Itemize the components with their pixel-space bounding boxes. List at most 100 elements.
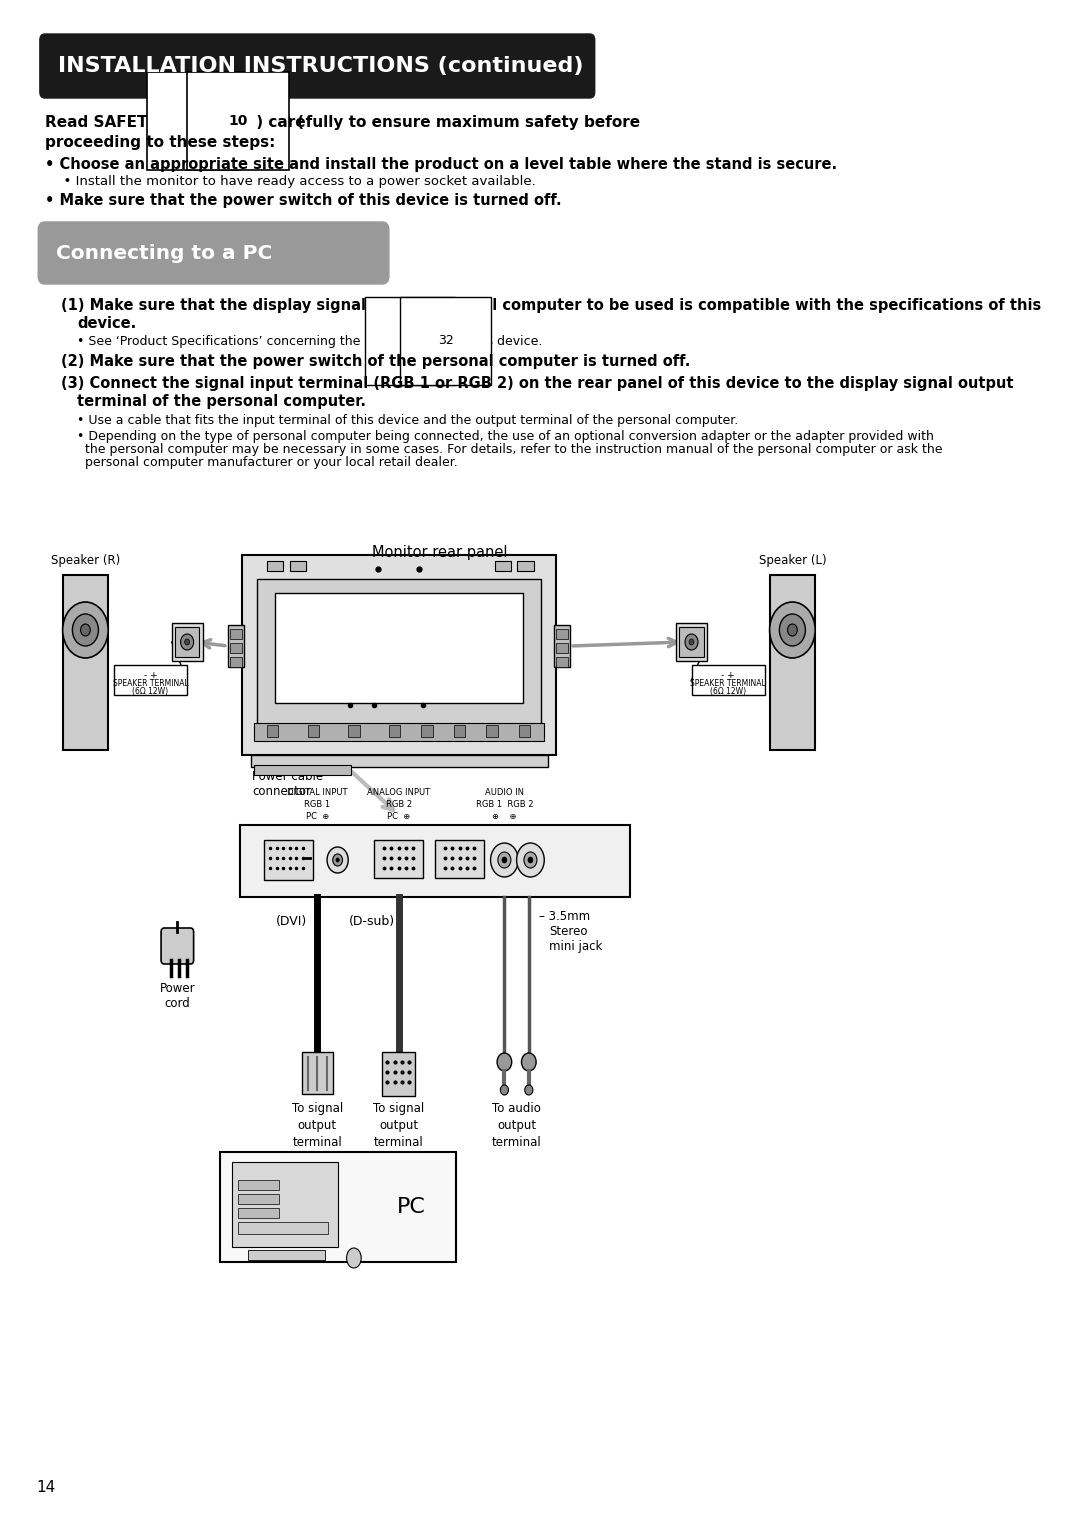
FancyBboxPatch shape <box>421 724 433 736</box>
Circle shape <box>63 602 108 659</box>
FancyBboxPatch shape <box>275 593 523 703</box>
Text: Speaker (L): Speaker (L) <box>758 555 826 567</box>
FancyBboxPatch shape <box>691 665 765 695</box>
Text: (2) Make sure that the power switch of the personal computer is turned off.: (2) Make sure that the power switch of t… <box>60 354 690 368</box>
Text: • Choose an appropriate site and install the product on a level table where the : • Choose an appropriate site and install… <box>44 157 837 173</box>
Circle shape <box>525 1085 532 1096</box>
Text: • Make sure that the power switch of this device is turned off.: • Make sure that the power switch of thi… <box>44 193 562 208</box>
Circle shape <box>498 853 511 868</box>
Text: To signal
output
terminal: To signal output terminal <box>373 1102 424 1149</box>
FancyBboxPatch shape <box>676 623 707 662</box>
FancyBboxPatch shape <box>230 643 242 652</box>
FancyBboxPatch shape <box>175 626 200 657</box>
FancyBboxPatch shape <box>239 1222 328 1235</box>
FancyBboxPatch shape <box>251 755 548 767</box>
FancyBboxPatch shape <box>248 1250 325 1261</box>
Circle shape <box>497 1053 512 1071</box>
FancyBboxPatch shape <box>230 657 242 668</box>
FancyBboxPatch shape <box>219 1152 456 1262</box>
FancyBboxPatch shape <box>495 561 511 571</box>
FancyBboxPatch shape <box>389 724 401 736</box>
Text: ANALOG INPUT
RGB 2
PC  ⊕: ANALOG INPUT RGB 2 PC ⊕ <box>367 788 430 821</box>
Text: AUDIO IN
RGB 1  RGB 2
⊕    ⊕: AUDIO IN RGB 1 RGB 2 ⊕ ⊕ <box>475 788 534 821</box>
FancyBboxPatch shape <box>161 927 193 964</box>
Circle shape <box>500 1085 509 1096</box>
FancyBboxPatch shape <box>267 724 279 736</box>
FancyBboxPatch shape <box>454 724 465 736</box>
Text: 30: 30 <box>402 335 418 347</box>
Circle shape <box>81 623 91 636</box>
FancyBboxPatch shape <box>556 643 568 652</box>
FancyBboxPatch shape <box>239 1180 279 1190</box>
Circle shape <box>72 614 98 646</box>
Text: • See ‘Product Specifications’ concerning the specifications of this device.: • See ‘Product Specifications’ concernin… <box>78 335 542 348</box>
FancyBboxPatch shape <box>348 724 360 736</box>
Circle shape <box>333 854 342 866</box>
Circle shape <box>327 847 348 872</box>
FancyBboxPatch shape <box>517 561 534 571</box>
FancyBboxPatch shape <box>556 630 568 639</box>
FancyBboxPatch shape <box>230 630 242 639</box>
FancyBboxPatch shape <box>556 657 568 668</box>
Text: • Use a cable that fits the input terminal of this device and the output termina: • Use a cable that fits the input termin… <box>78 414 739 426</box>
Text: Power
cord: Power cord <box>160 983 195 1010</box>
Circle shape <box>770 602 815 659</box>
FancyBboxPatch shape <box>240 825 631 897</box>
Text: Stereo
mini jack: Stereo mini jack <box>549 924 603 953</box>
Text: • Install the monitor to have ready access to a power socket available.: • Install the monitor to have ready acce… <box>54 176 536 188</box>
Text: PC: PC <box>396 1196 426 1216</box>
FancyBboxPatch shape <box>265 840 313 880</box>
Circle shape <box>490 843 518 877</box>
FancyBboxPatch shape <box>519 724 530 736</box>
FancyBboxPatch shape <box>228 625 244 668</box>
Text: 32: 32 <box>437 335 454 347</box>
Text: Speaker (R): Speaker (R) <box>51 555 120 567</box>
Text: 6: 6 <box>189 115 199 128</box>
FancyBboxPatch shape <box>486 724 498 736</box>
Text: (3) Connect the signal input terminal (RGB 1 or RGB 2) on the rear panel of this: (3) Connect the signal input terminal (R… <box>60 376 1013 391</box>
Text: ) carefully to ensure maximum safety before: ) carefully to ensure maximum safety bef… <box>251 115 640 130</box>
Text: Read SAFETY INSTRUCTIONS (: Read SAFETY INSTRUCTIONS ( <box>44 115 309 130</box>
Circle shape <box>528 857 532 863</box>
Text: – 3.5mm: – 3.5mm <box>539 911 591 923</box>
Circle shape <box>685 634 698 649</box>
Text: To signal
output
terminal: To signal output terminal <box>292 1102 343 1149</box>
Text: - +: - + <box>144 671 158 680</box>
FancyBboxPatch shape <box>382 1051 415 1096</box>
FancyBboxPatch shape <box>254 766 351 775</box>
FancyBboxPatch shape <box>301 1051 333 1094</box>
Text: 14: 14 <box>37 1481 56 1494</box>
FancyBboxPatch shape <box>770 575 815 750</box>
Circle shape <box>185 639 190 645</box>
Text: ~: ~ <box>424 335 443 348</box>
Circle shape <box>524 853 537 868</box>
FancyBboxPatch shape <box>435 840 484 879</box>
Text: (D-sub): (D-sub) <box>349 915 394 927</box>
Text: Power cable
connector: Power cable connector <box>253 770 323 798</box>
FancyBboxPatch shape <box>38 222 389 284</box>
Text: (6Ω 12W): (6Ω 12W) <box>133 688 168 695</box>
Circle shape <box>180 634 193 649</box>
Circle shape <box>516 843 544 877</box>
FancyBboxPatch shape <box>254 723 544 741</box>
FancyBboxPatch shape <box>554 625 570 668</box>
Text: - +: - + <box>721 671 734 680</box>
Circle shape <box>502 857 507 863</box>
Circle shape <box>336 859 339 862</box>
FancyBboxPatch shape <box>267 561 283 571</box>
FancyBboxPatch shape <box>679 626 704 657</box>
Text: INSTALLATION INSTRUCTIONS (continued): INSTALLATION INSTRUCTIONS (continued) <box>57 57 583 76</box>
Circle shape <box>689 639 694 645</box>
FancyBboxPatch shape <box>239 1209 279 1218</box>
FancyBboxPatch shape <box>172 623 203 662</box>
FancyBboxPatch shape <box>289 561 306 571</box>
Text: Connecting to a PC: Connecting to a PC <box>56 243 272 263</box>
FancyBboxPatch shape <box>232 1161 338 1247</box>
Text: SPEAKER TERMINAL: SPEAKER TERMINAL <box>112 678 188 688</box>
Text: Monitor rear panel: Monitor rear panel <box>372 545 508 559</box>
Text: (1) Make sure that the display signal of the personal computer to be used is com: (1) Make sure that the display signal of… <box>60 298 1041 313</box>
Text: personal computer manufacturer or your local retail dealer.: personal computer manufacturer or your l… <box>78 455 458 469</box>
FancyBboxPatch shape <box>375 840 423 879</box>
Circle shape <box>787 623 797 636</box>
Text: 10: 10 <box>228 115 247 128</box>
